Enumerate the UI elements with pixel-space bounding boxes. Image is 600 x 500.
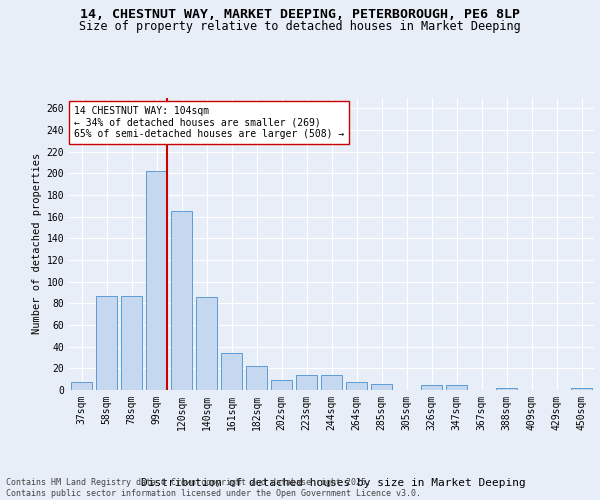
- Bar: [571, 388, 592, 390]
- Bar: [196, 297, 217, 390]
- Bar: [246, 366, 267, 390]
- Y-axis label: Number of detached properties: Number of detached properties: [32, 153, 43, 334]
- Bar: [146, 171, 167, 390]
- Bar: [346, 382, 367, 390]
- Text: Size of property relative to detached houses in Market Deeping: Size of property relative to detached ho…: [79, 20, 521, 33]
- Text: Distribution of detached houses by size in Market Deeping: Distribution of detached houses by size …: [140, 478, 526, 488]
- Bar: [321, 375, 342, 390]
- Bar: [296, 375, 317, 390]
- Text: 14, CHESTNUT WAY, MARKET DEEPING, PETERBOROUGH, PE6 8LP: 14, CHESTNUT WAY, MARKET DEEPING, PETERB…: [80, 8, 520, 20]
- Bar: [446, 384, 467, 390]
- Bar: [71, 382, 92, 390]
- Text: Contains HM Land Registry data © Crown copyright and database right 2025.
Contai: Contains HM Land Registry data © Crown c…: [6, 478, 421, 498]
- Bar: [121, 296, 142, 390]
- Bar: [496, 388, 517, 390]
- Bar: [171, 211, 192, 390]
- Bar: [371, 384, 392, 390]
- Text: 14 CHESTNUT WAY: 104sqm
← 34% of detached houses are smaller (269)
65% of semi-d: 14 CHESTNUT WAY: 104sqm ← 34% of detache…: [74, 106, 344, 140]
- Bar: [421, 384, 442, 390]
- Bar: [221, 353, 242, 390]
- Bar: [271, 380, 292, 390]
- Bar: [96, 296, 117, 390]
